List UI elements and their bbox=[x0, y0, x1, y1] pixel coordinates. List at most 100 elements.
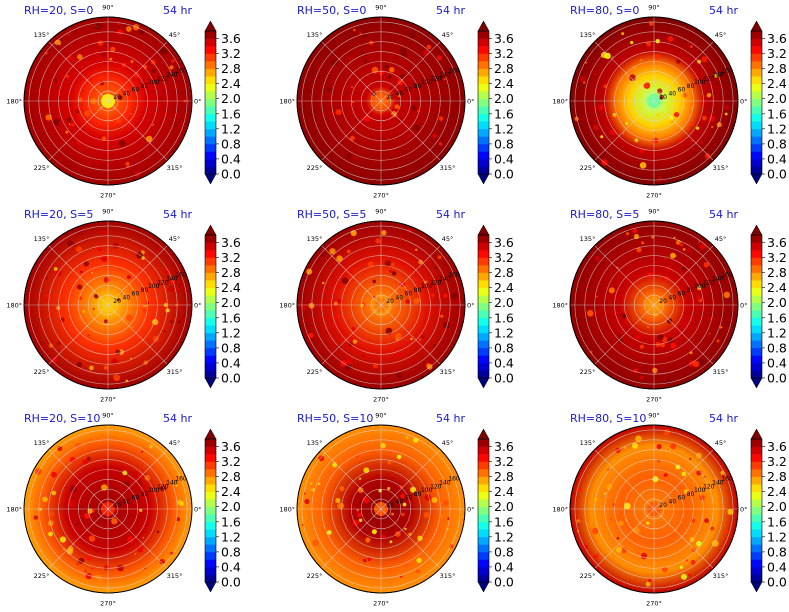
field-speckle bbox=[618, 520, 624, 526]
field-speckle bbox=[136, 545, 144, 553]
angle-tick-label: 90° bbox=[375, 412, 387, 420]
field-speckle bbox=[326, 470, 332, 475]
colorbar-tick-label: 1.2 bbox=[494, 325, 514, 340]
colorbar-tick-label: 3.2 bbox=[767, 250, 787, 265]
colorbar-extend-min bbox=[204, 377, 217, 389]
colorbar-tick-label: 1.2 bbox=[221, 121, 241, 136]
colorbar-segment bbox=[751, 529, 762, 538]
field-speckle bbox=[609, 518, 612, 521]
radial-tick-label: 140 bbox=[166, 276, 178, 283]
field-speckle bbox=[623, 502, 631, 510]
angular-gridline bbox=[594, 449, 655, 510]
colorbar-segment bbox=[751, 310, 762, 319]
angle-tick-label: 45° bbox=[715, 31, 727, 39]
field-speckle bbox=[415, 569, 421, 574]
field-speckle bbox=[360, 303, 364, 308]
field-speckle bbox=[723, 291, 731, 299]
field-speckle bbox=[111, 358, 118, 365]
field-speckle bbox=[352, 339, 357, 344]
colorbar-extend-min bbox=[204, 173, 217, 185]
radial-tick-label: 120 bbox=[430, 279, 442, 286]
radial-tick-label: 80 bbox=[687, 83, 695, 90]
field-speckle bbox=[604, 52, 611, 59]
colorbar-tick-label: 0.0 bbox=[494, 167, 514, 182]
field-speckles bbox=[43, 22, 187, 177]
field-speckle bbox=[353, 155, 359, 161]
field-speckle bbox=[157, 296, 160, 299]
field-speckle bbox=[97, 40, 104, 46]
colorbar-segment bbox=[205, 340, 216, 349]
field-speckle bbox=[76, 284, 83, 290]
field-speckle bbox=[449, 544, 454, 549]
field-speckle bbox=[679, 565, 684, 569]
field-speckle bbox=[396, 454, 402, 460]
polar-frame bbox=[569, 424, 739, 594]
field-speckle bbox=[391, 271, 396, 275]
field-speckle bbox=[708, 332, 711, 335]
field-speckles bbox=[301, 228, 463, 379]
field-speckle bbox=[67, 33, 70, 37]
colorbar-segment bbox=[205, 121, 216, 130]
field-speckle bbox=[719, 326, 723, 329]
field-speckle bbox=[690, 559, 696, 565]
field-speckle bbox=[45, 276, 48, 280]
radial-tick-label: 40 bbox=[395, 294, 403, 301]
field-speckle bbox=[641, 241, 645, 245]
field-speckle bbox=[636, 247, 642, 253]
angle-tick-label: 135° bbox=[580, 439, 596, 447]
colorbar-segment bbox=[205, 521, 216, 530]
field-speckle bbox=[723, 104, 730, 111]
colorbar: 0.00.40.81.21.62.02.42.83.23.6 bbox=[750, 428, 787, 593]
angle-tick-label: 270° bbox=[373, 600, 389, 608]
colorbar-segment bbox=[478, 287, 489, 296]
field-speckle bbox=[402, 562, 409, 568]
field-speckle bbox=[660, 343, 665, 348]
colorbar-segment bbox=[205, 151, 216, 160]
panel-title: RH=20, S=10 bbox=[24, 412, 100, 425]
polar-frame bbox=[23, 16, 193, 186]
field-speckle bbox=[75, 442, 82, 449]
angular-gridline bbox=[107, 245, 168, 306]
field-speckle bbox=[706, 93, 712, 98]
angle-tick-label: 135° bbox=[580, 235, 596, 243]
colorbar-frame bbox=[750, 30, 763, 175]
field-speckle bbox=[635, 260, 642, 266]
angle-tick-label: 315° bbox=[167, 572, 183, 580]
colorbar-tick-label: 3.2 bbox=[494, 250, 514, 265]
radial-tick-label: 120 bbox=[157, 75, 169, 82]
colorbar-tick-label: 0.0 bbox=[494, 371, 514, 386]
colorbar-segment bbox=[478, 158, 489, 167]
colorbar-frame bbox=[750, 234, 763, 379]
field-speckle bbox=[416, 557, 422, 564]
field-speckle bbox=[116, 118, 122, 124]
radial-tick-label: 100 bbox=[148, 79, 160, 86]
angular-gridline bbox=[107, 508, 168, 569]
field-speckle bbox=[387, 460, 392, 465]
field-speckle bbox=[86, 433, 89, 436]
field-speckle bbox=[133, 552, 137, 555]
radial-tick-label: 160 bbox=[448, 272, 460, 279]
colorbar-tick-label: 0.4 bbox=[221, 151, 241, 166]
field-speckle bbox=[121, 62, 127, 68]
panel-time-label: 54 hr bbox=[436, 412, 465, 425]
field-speckle bbox=[670, 443, 677, 450]
field-speckle bbox=[103, 564, 110, 571]
colorbar-segment bbox=[478, 46, 489, 54]
field-speckle bbox=[67, 240, 73, 247]
field-speckle bbox=[318, 455, 325, 462]
colorbar: 0.00.40.81.21.62.02.42.83.23.6 bbox=[750, 20, 787, 185]
angular-gridline bbox=[380, 508, 441, 569]
field-speckle bbox=[711, 540, 719, 547]
field-speckle bbox=[449, 72, 452, 76]
field-speckle bbox=[130, 60, 134, 64]
field-speckle bbox=[600, 135, 604, 139]
radial-tick-label: 140 bbox=[712, 72, 724, 79]
field-speckle bbox=[431, 497, 438, 503]
field-speckle bbox=[66, 358, 68, 361]
radial-tick-label: 140 bbox=[166, 480, 178, 487]
colorbar-segment bbox=[751, 551, 762, 560]
colorbar-segment bbox=[205, 454, 216, 462]
field-speckle bbox=[335, 498, 341, 503]
